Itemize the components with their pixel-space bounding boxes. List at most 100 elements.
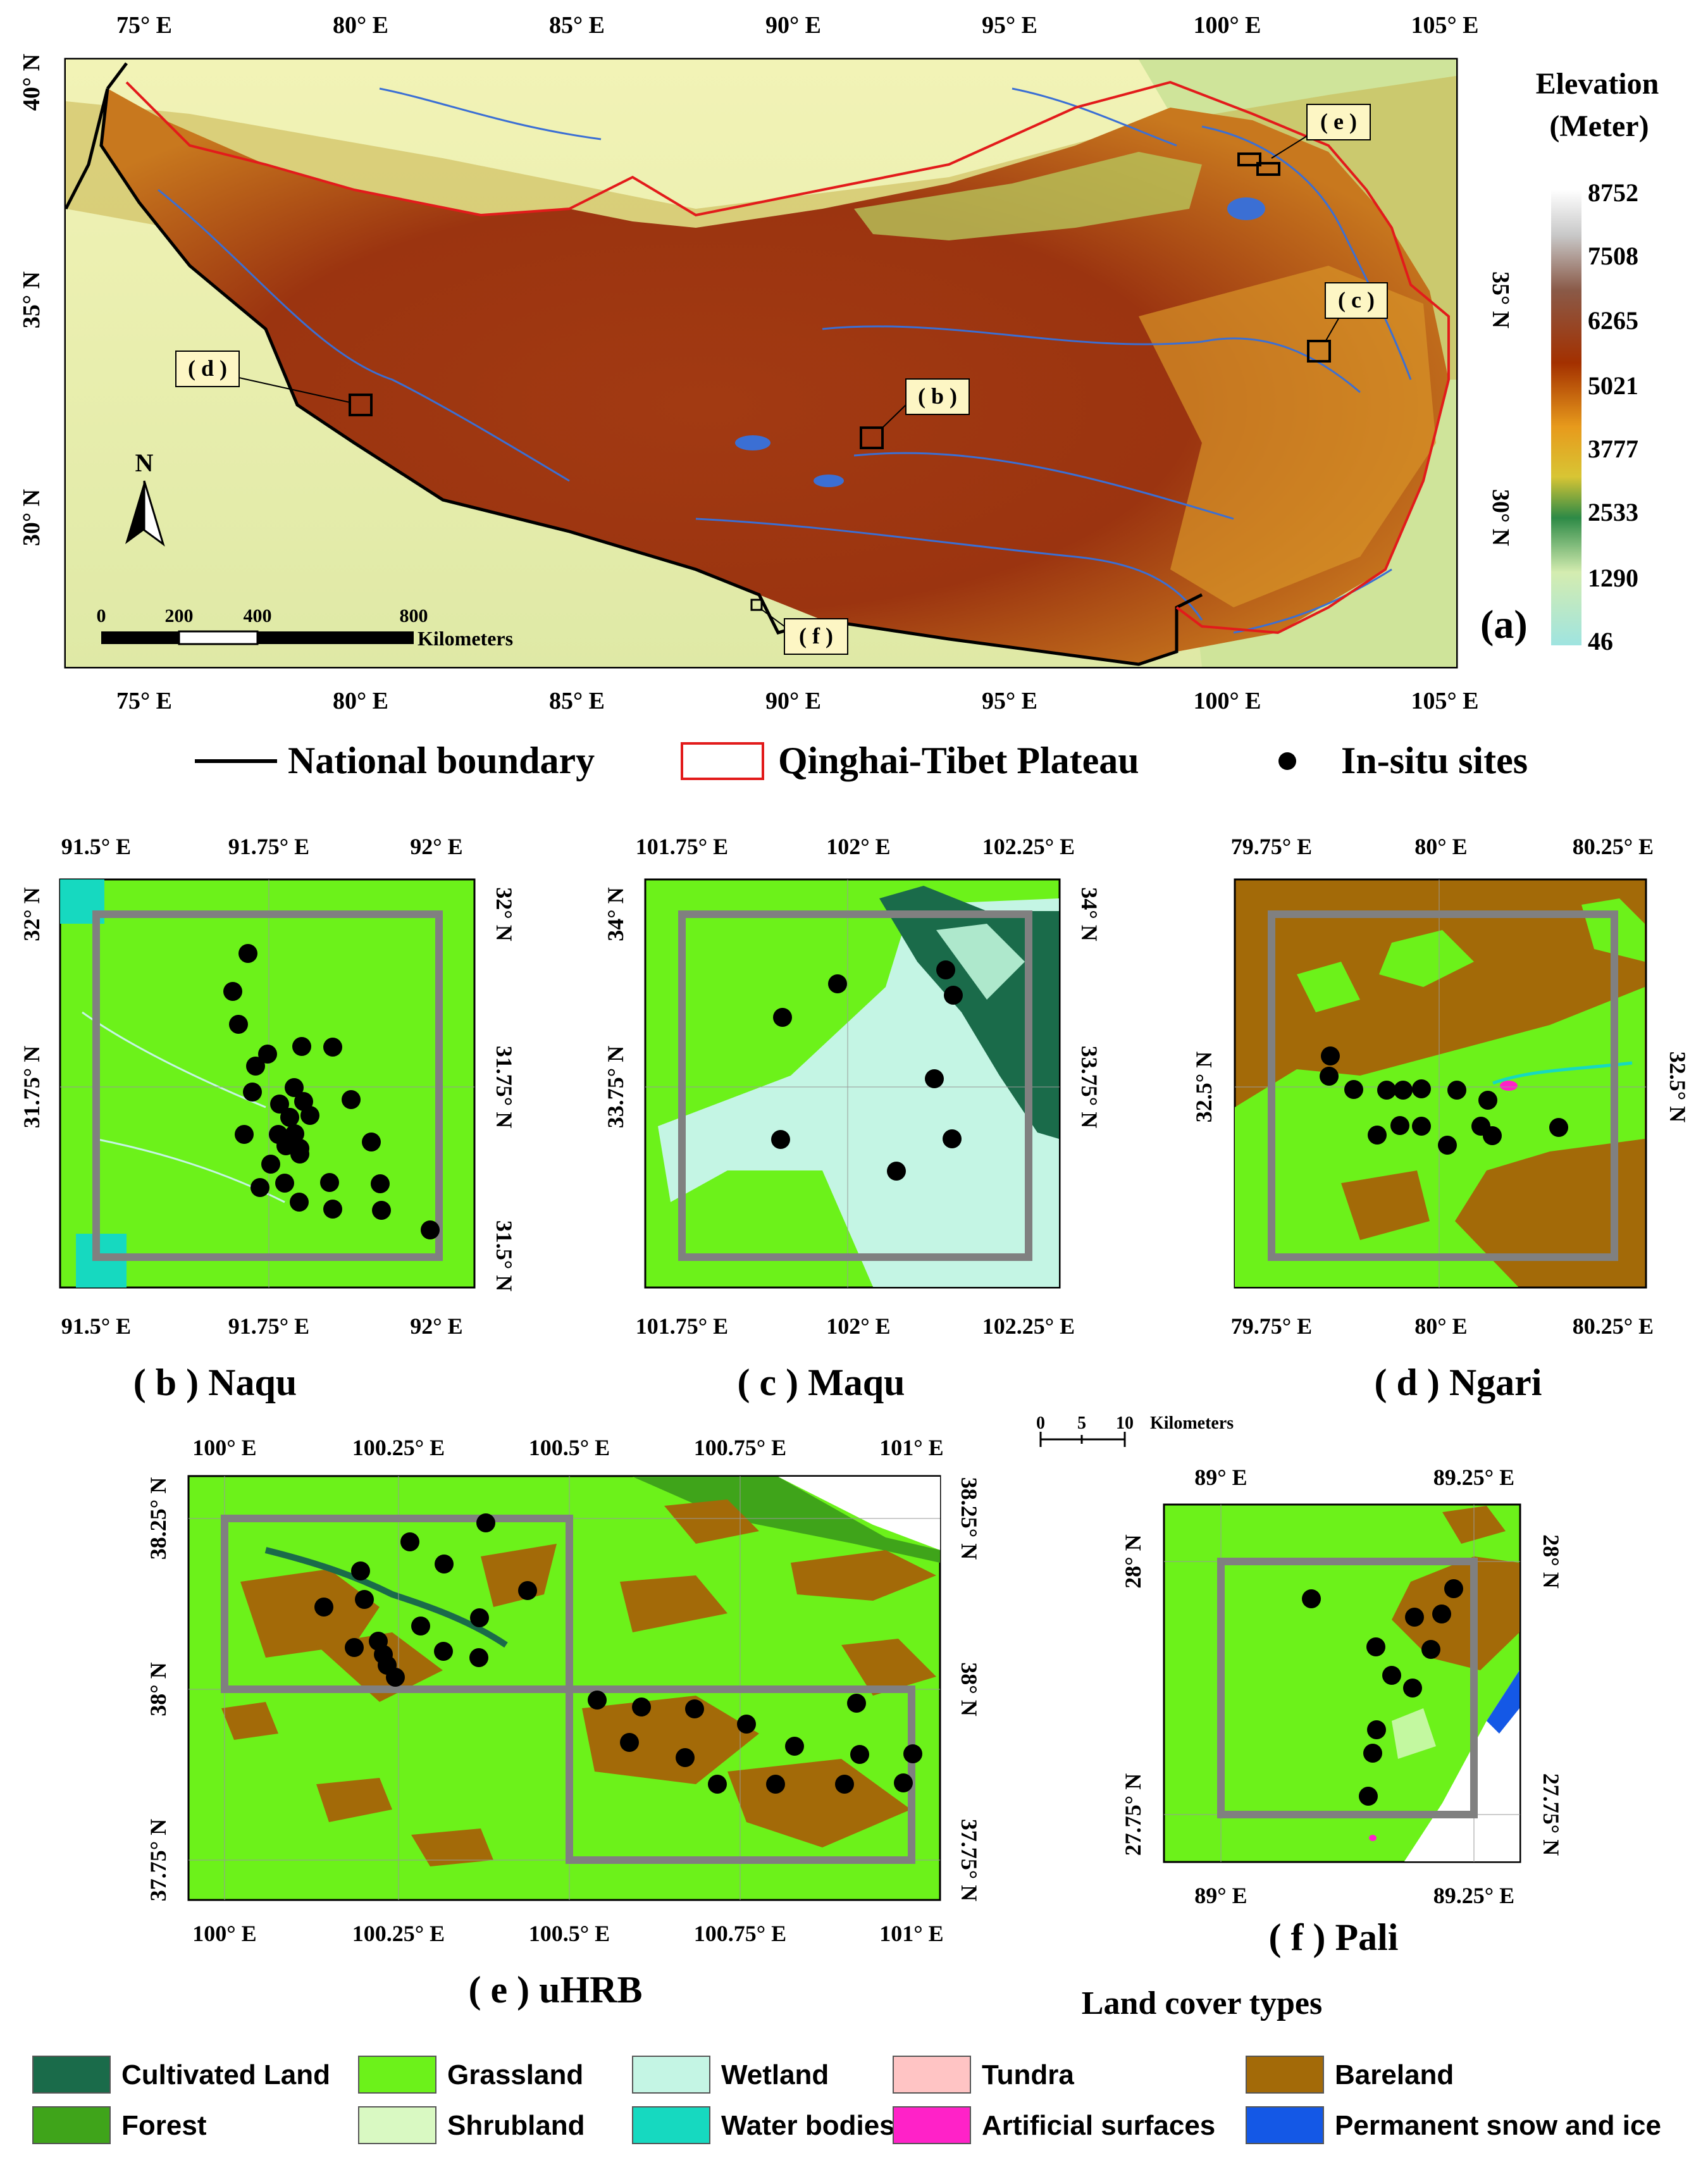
- site-marker: [351, 1561, 370, 1580]
- lake-1: [735, 435, 770, 450]
- site-marker: [737, 1715, 756, 1734]
- tick-top-85: 85° E: [549, 12, 605, 39]
- callout-c-label: ( c ): [1338, 287, 1375, 313]
- maqu-grid-box: [678, 910, 1032, 1261]
- maqu-sites: [771, 960, 963, 1181]
- callout-f-label: ( f ): [799, 623, 833, 649]
- site-marker: [470, 1608, 489, 1627]
- uhrb-tick-top-4: 101° E: [879, 1435, 943, 1460]
- site-marker: [1359, 1787, 1378, 1806]
- site-marker: [1394, 1081, 1413, 1100]
- naqu-tick-right-2: 31.5° N: [492, 1220, 517, 1291]
- uhrb-tick-right-2: 37.75° N: [956, 1819, 982, 1901]
- tick-bottom-90: 90° E: [765, 688, 821, 714]
- site-marker: [342, 1090, 361, 1109]
- site-marker: [903, 1744, 922, 1763]
- plateau-swatch: [681, 742, 764, 780]
- uhrb-tick-bottom-4: 101° E: [879, 1921, 943, 1946]
- landcover-swatch: [632, 2106, 710, 2144]
- uhrb-tick-top-1: 100.25° E: [352, 1435, 445, 1460]
- site-marker: [1478, 1091, 1497, 1110]
- site-marker: [243, 1083, 262, 1102]
- site-marker: [280, 1108, 299, 1127]
- pali-tick-bottom-1: 89.25° E: [1433, 1883, 1514, 1908]
- naqu-grid-box: [92, 910, 443, 1261]
- tick-bottom-100: 100° E: [1193, 688, 1261, 714]
- site-marker: [1382, 1666, 1401, 1685]
- site-marker: [372, 1201, 391, 1220]
- site-marker: [685, 1699, 704, 1718]
- landcover-swatch: [632, 2056, 710, 2094]
- eastern-slopes: [1139, 266, 1436, 607]
- site-marker: [1405, 1608, 1424, 1627]
- main-left-ticks: 40° N 35° N 30° N: [18, 54, 45, 546]
- ngari-tick-right-0: 32.5° N: [1665, 1052, 1690, 1122]
- north-label: N: [135, 449, 154, 477]
- site-marker: [434, 1642, 453, 1661]
- site-marker: [229, 1015, 248, 1034]
- site-marker: [371, 1174, 390, 1193]
- elev-value-3777: 3777: [1588, 435, 1638, 463]
- elev-value-2533: 2533: [1588, 498, 1638, 526]
- uhrb-tick-bottom-2: 100.5° E: [529, 1921, 610, 1946]
- site-marker: [887, 1162, 906, 1181]
- panel-naqu: 91.5° E 91.75° E 92° E 91.5° E 91.75° E …: [19, 834, 517, 1403]
- site-marker: [1321, 1046, 1340, 1065]
- callout-d: ( d ): [175, 351, 350, 403]
- naqu-tick-bottom-1: 91.75° E: [228, 1313, 309, 1339]
- maqu-tick-bottom-1: 102° E: [826, 1313, 890, 1339]
- main-top-ticks: 75° E 80° E 85° E 90° E 95° E 100° E 105…: [116, 12, 1479, 39]
- site-marker: [1403, 1679, 1422, 1698]
- site-marker: [632, 1698, 651, 1716]
- site-marker: [275, 1174, 294, 1193]
- pali-tick-right-0: 28° N: [1538, 1534, 1564, 1588]
- site-marker: [1363, 1744, 1382, 1763]
- callout-b: ( b ): [882, 378, 970, 428]
- tick-top-90: 90° E: [765, 12, 821, 39]
- tick-left-35: 35° N: [18, 271, 45, 328]
- study-box-c: [1307, 340, 1331, 363]
- site-marker: [223, 982, 242, 1001]
- site-marker: [1412, 1117, 1431, 1136]
- landcover-label: Forest: [121, 2110, 207, 2141]
- uhrb-tick-right-1: 38° N: [956, 1662, 982, 1716]
- site-marker: [355, 1590, 374, 1609]
- maqu-tick-top-0: 101.75° E: [636, 834, 728, 859]
- landcover-label: Shrubland: [447, 2110, 585, 2141]
- naqu-tick-top-2: 92° E: [410, 834, 462, 859]
- site-marker: [773, 1008, 792, 1027]
- site-marker: [292, 1037, 311, 1056]
- site-marker: [290, 1193, 309, 1212]
- landcover-swatch: [1246, 2056, 1324, 2094]
- small-scale-0: 0: [1036, 1413, 1045, 1433]
- landcover-swatch: [358, 2106, 436, 2144]
- site-marker: [943, 1129, 962, 1148]
- naqu-caption: ( b ) Naqu: [133, 1362, 297, 1403]
- uhrb-tick-left-1: 38° N: [145, 1662, 171, 1716]
- tick-bottom-80: 80° E: [333, 688, 388, 714]
- uhrb-tick-right-0: 38.25° N: [956, 1477, 982, 1560]
- maqu-tick-right-1: 33.75° N: [1077, 1046, 1102, 1128]
- naqu-tick-left-1: 31.75° N: [19, 1046, 44, 1128]
- pali-sites: [1302, 1579, 1463, 1806]
- callout-f: ( f ): [760, 608, 848, 655]
- landcover-label: Permanent snow and ice: [1335, 2110, 1661, 2141]
- site-marker: [314, 1598, 333, 1617]
- elevation-unit: (Meter): [1549, 109, 1649, 143]
- site-marker: [944, 986, 963, 1005]
- site-marker: [323, 1038, 342, 1057]
- site-marker: [1367, 1720, 1386, 1739]
- tick-top-105: 105° E: [1411, 12, 1478, 39]
- naqu-tick-right-1: 31.75° N: [492, 1046, 517, 1128]
- plateau-boundary-line: [125, 80, 1450, 635]
- tick-top-75: 75° E: [116, 12, 172, 39]
- elev-value-1290: 1290: [1588, 564, 1638, 592]
- ngari-sites: [1320, 1046, 1568, 1155]
- site-marker: [588, 1691, 607, 1710]
- site-marker: [435, 1555, 454, 1573]
- panel-scale-bar: 0 5 10 Kilometers: [1036, 1413, 1234, 1447]
- maqu-tick-top-2: 102.25° E: [982, 834, 1075, 859]
- elev-value-8752: 8752: [1588, 178, 1638, 207]
- landcover-label: Bareland: [1335, 2059, 1454, 2090]
